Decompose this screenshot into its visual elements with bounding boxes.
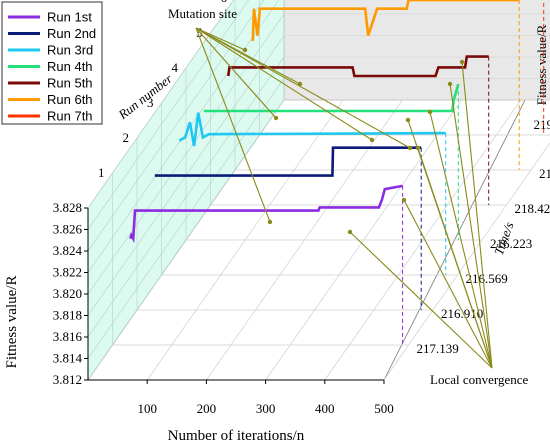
run-tick-label: 6	[221, 0, 228, 5]
series-line	[178, 112, 446, 147]
left-value-tick-label: 3.828	[53, 200, 82, 215]
mutation-arrow-head	[273, 115, 279, 121]
legend-label: Run 5th	[47, 76, 93, 91]
left-wall-grid-value	[87, 99, 285, 381]
convergence-arrow	[349, 231, 493, 369]
x-tick-label: 200	[197, 401, 217, 416]
convergence-arrow-head	[459, 59, 465, 65]
legend-label: Run 3rd	[47, 43, 93, 58]
left-value-tick-label: 3.814	[53, 351, 83, 366]
run-tick-label: 3	[147, 95, 154, 110]
left-wall-grid-value	[87, 0, 235, 209]
left-value-tick-label: 3.824	[53, 243, 83, 258]
time-label: 216.973	[539, 166, 550, 181]
mutation-arrow-head	[267, 219, 273, 225]
legend-label: Run 7th	[47, 109, 93, 124]
run-tick-label: 4	[172, 60, 179, 75]
x-tick-label: 100	[137, 401, 157, 416]
x-tick-label: 300	[256, 401, 276, 416]
convergence-arrow	[407, 119, 493, 369]
legend-label: Run 6th	[47, 92, 93, 107]
left-wall-grid-value	[87, 0, 265, 252]
local-convergence-label: Local convergence	[430, 372, 529, 387]
left-value-tick-label: 3.818	[53, 308, 82, 323]
convergence-arrow-head	[401, 197, 407, 203]
convergence-arrow-head	[427, 109, 433, 115]
mutation-arrow	[195, 27, 246, 51]
left-value-tick-label: 3.812	[53, 372, 82, 387]
left-value-tick-label: 3.816	[53, 329, 83, 344]
legend-label: Run 2nd	[47, 26, 96, 41]
mutation-arrow	[195, 27, 277, 119]
left-wall-grid-value	[87, 13, 285, 295]
left-wall-grid-value	[87, 56, 285, 338]
left-wall-grid-value	[87, 0, 250, 230]
mutation-arrow	[195, 27, 271, 223]
series-line	[251, 0, 520, 42]
run-tick-label: 1	[98, 165, 105, 180]
left-value-tick-label: 3.822	[53, 265, 82, 280]
time-label: 216.223	[490, 236, 532, 251]
mutation-arrow	[195, 27, 373, 141]
run-tick-label: 2	[123, 130, 130, 145]
convergence-arrow-head	[405, 117, 411, 123]
mutation-arrow-head	[407, 145, 413, 151]
left-axis-title: Fitness value/R	[4, 276, 20, 369]
left-value-tick-label: 3.826	[53, 222, 83, 237]
legend-label: Run 4th	[47, 59, 93, 74]
series-line	[129, 184, 403, 244]
convergence-arrow	[403, 199, 493, 369]
legend-box	[1, 1, 103, 125]
x-tick-label: 500	[374, 401, 394, 416]
convergence-arrow-head	[447, 81, 453, 87]
time-label: 218.429	[515, 201, 550, 216]
convergence-arrow	[429, 111, 493, 369]
convergence-arrow-head	[347, 229, 353, 235]
left-wall-grid-value	[87, 78, 285, 359]
series-line	[154, 146, 422, 177]
left-value-tick-label: 3.820	[53, 286, 82, 301]
time-label: 217.139	[417, 341, 459, 356]
x-axis-title: Number of iterations/n	[168, 428, 305, 444]
time-label: 216.910	[441, 306, 483, 321]
mutation-arrow-head	[242, 47, 248, 53]
convergence-arrow	[449, 83, 493, 369]
mutation-arrow	[195, 27, 411, 149]
mutation-arrow-head	[369, 137, 375, 143]
series-line	[227, 55, 489, 78]
run-tick-label: 5	[196, 25, 203, 40]
time-label: 219.626	[534, 117, 550, 132]
legend-label: Run 1st	[47, 10, 92, 25]
x-tick-label: 400	[315, 401, 335, 416]
time-label: 216.569	[466, 271, 508, 286]
back-wall	[283, 0, 550, 101]
right-axis-title: Fitness value/R	[534, 24, 549, 105]
convergence-arrow	[461, 61, 493, 369]
mutation-site-label: Mutation site	[168, 6, 237, 21]
